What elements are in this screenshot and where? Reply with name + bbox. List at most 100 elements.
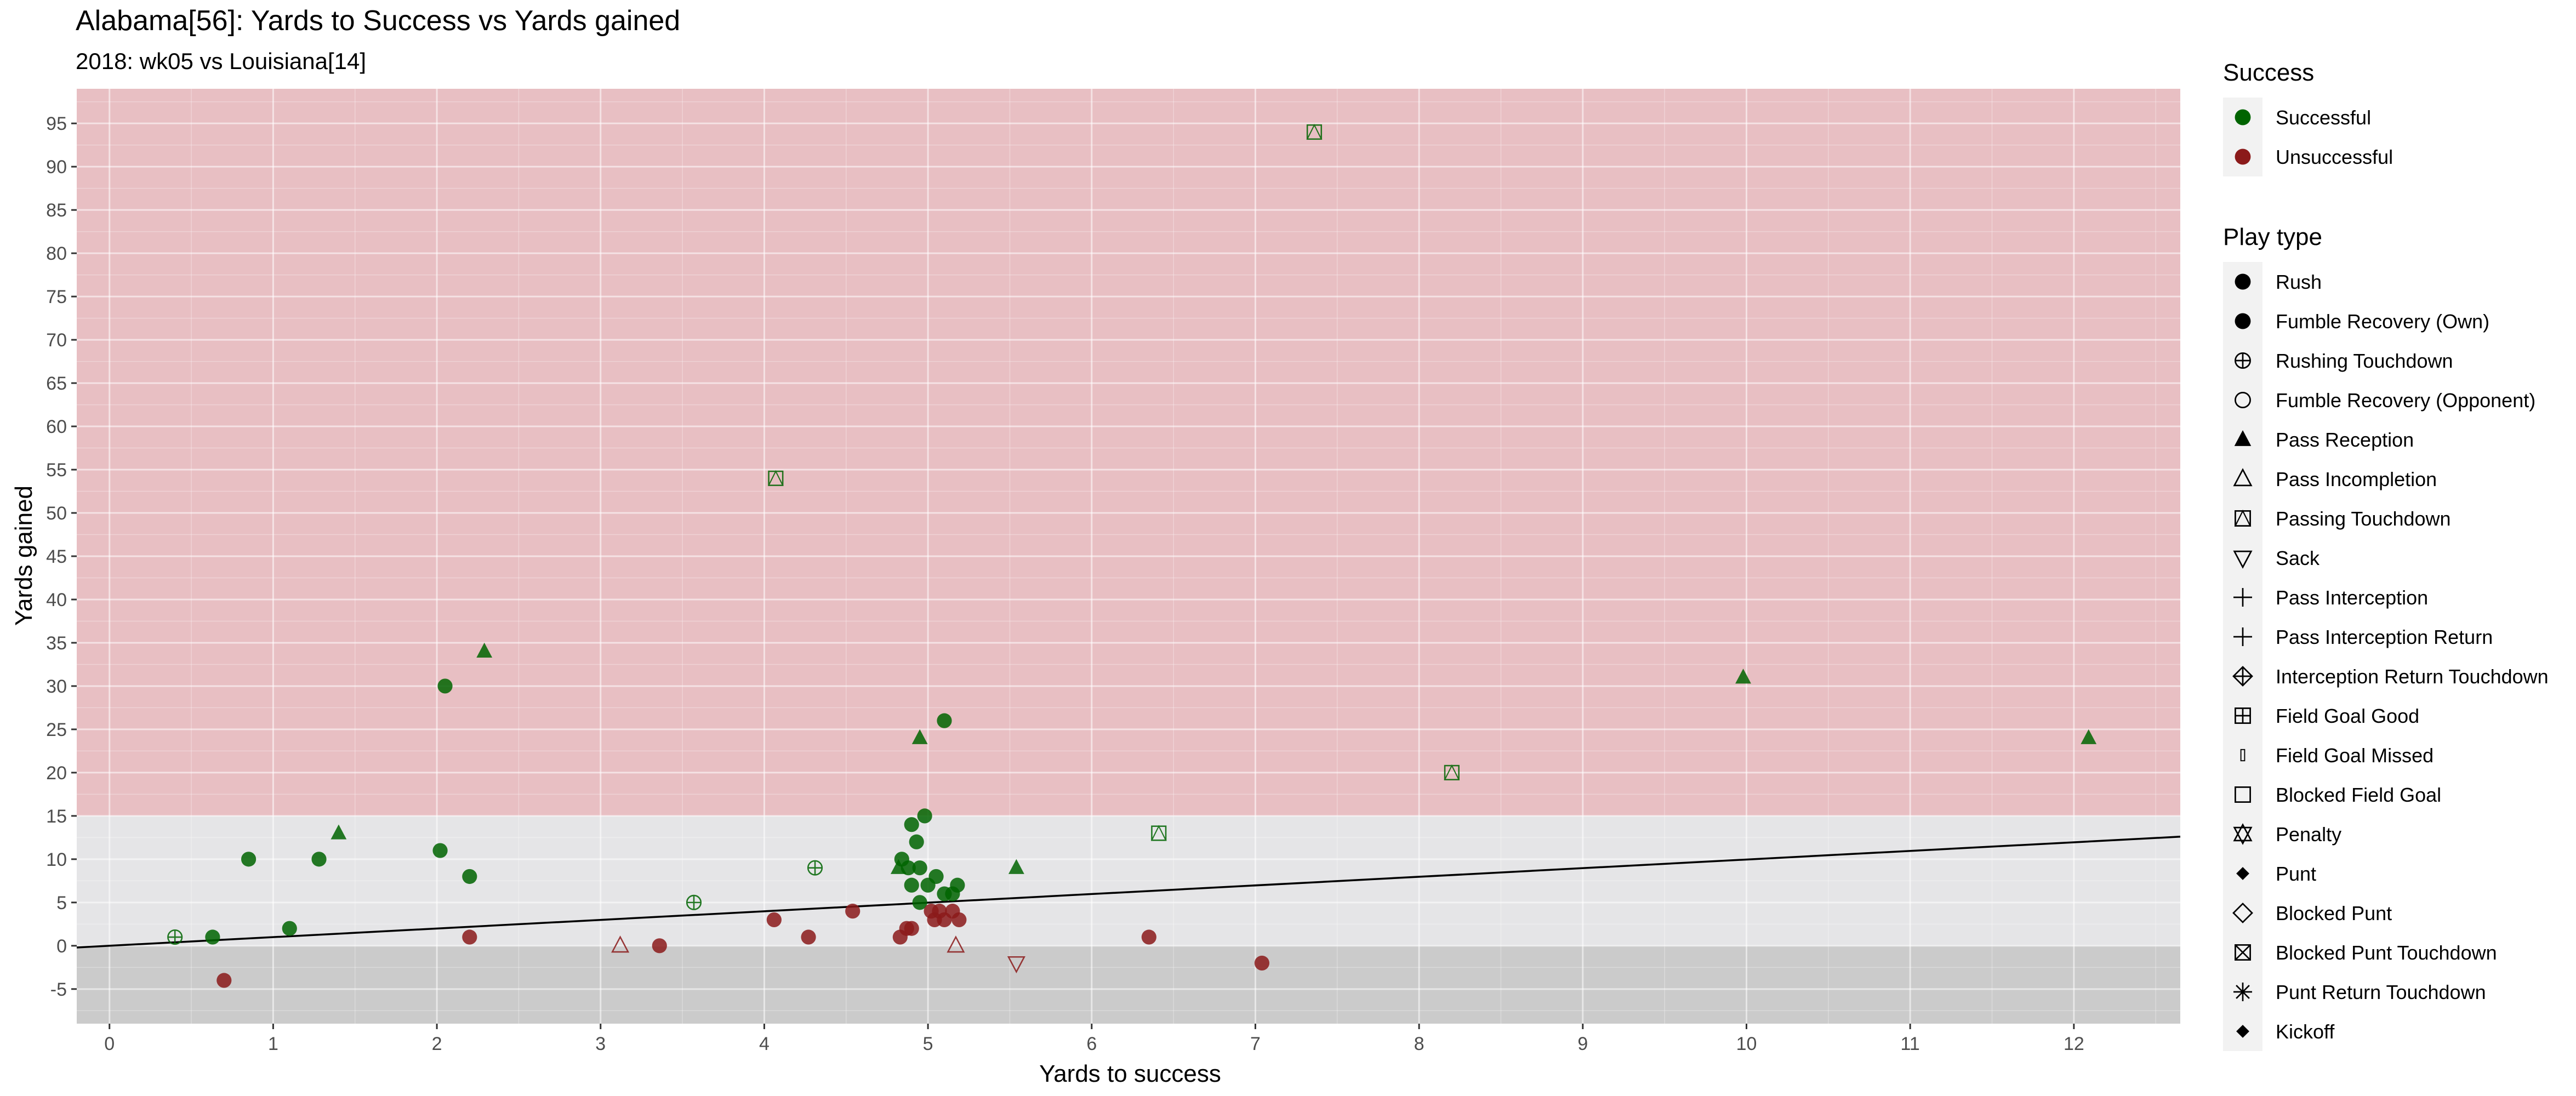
legend-label: Passing Touchdown bbox=[2276, 507, 2451, 530]
point-rush bbox=[912, 860, 927, 876]
legend-glyph bbox=[2233, 550, 2253, 569]
point-rush bbox=[462, 929, 477, 945]
point-rush bbox=[845, 904, 860, 919]
legend-symbol bbox=[2235, 944, 2251, 961]
legend-label: Penalty bbox=[2276, 823, 2342, 846]
legend-glyph bbox=[2235, 944, 2251, 961]
legend-symbol bbox=[2234, 509, 2252, 527]
legend-key bbox=[2223, 538, 2262, 578]
legend-glyph bbox=[2235, 707, 2251, 724]
x-tick-label: 12 bbox=[2064, 1034, 2084, 1054]
x-tick-label: 3 bbox=[595, 1034, 606, 1054]
point-pass-reception bbox=[2081, 729, 2097, 744]
legend-key bbox=[2223, 735, 2262, 775]
point-rush bbox=[205, 929, 220, 945]
x-axis-label: Yards to success bbox=[1039, 1060, 1221, 1087]
legend-glyph bbox=[2235, 149, 2251, 165]
point-rush bbox=[652, 938, 667, 954]
point-rushing-touchdown bbox=[686, 894, 702, 910]
legend-item-playtype: Rushing Touchdown bbox=[2223, 341, 2574, 380]
point-rush bbox=[951, 912, 967, 928]
point-rush bbox=[901, 860, 916, 876]
legend-item-playtype: Pass Reception bbox=[2223, 420, 2574, 459]
x-tick-label: 11 bbox=[1901, 1034, 1920, 1054]
point-rush bbox=[904, 921, 919, 936]
point-pass-reception bbox=[911, 729, 928, 744]
legend-key bbox=[2223, 137, 2262, 176]
legend-item-playtype: Interception Return Touchdown bbox=[2223, 657, 2574, 696]
y-tick-label: 10 bbox=[46, 849, 67, 870]
band-0 bbox=[77, 89, 2180, 816]
x-tick-label: 8 bbox=[1414, 1034, 1424, 1054]
legend-key bbox=[2223, 262, 2262, 301]
legend-key bbox=[2223, 459, 2262, 499]
y-tick-label: 60 bbox=[46, 416, 67, 437]
legend-label: Field Goal Good bbox=[2276, 705, 2420, 727]
y-tick-label: 25 bbox=[46, 720, 67, 740]
legend-label: Rush bbox=[2276, 271, 2322, 293]
legend: Success Successful Unsuccessful Play type… bbox=[2192, 0, 2576, 1096]
point-rush bbox=[904, 877, 919, 893]
legend-item-playtype: Punt Return Touchdown bbox=[2223, 972, 2574, 1012]
point-pass-reception bbox=[330, 824, 347, 840]
legend-label: Punt bbox=[2276, 863, 2317, 885]
legend-label: Punt Return Touchdown bbox=[2276, 981, 2486, 1003]
legend-symbol bbox=[2235, 149, 2251, 165]
legend-symbol bbox=[2235, 109, 2251, 125]
y-tick-label: 20 bbox=[46, 763, 67, 784]
legend-symbol bbox=[2235, 707, 2251, 724]
chart-subtitle: 2018: wk05 vs Louisiana[14] bbox=[76, 48, 367, 74]
legend-label: Pass Interception Return bbox=[2276, 626, 2493, 648]
point-pass-incompletion bbox=[611, 935, 630, 953]
legend-glyph bbox=[2240, 749, 2246, 762]
legend-label: Pass Incompletion bbox=[2276, 468, 2437, 490]
y-tick-label: 5 bbox=[56, 893, 67, 914]
y-tick-label: 80 bbox=[46, 243, 67, 264]
point-rush bbox=[432, 843, 448, 858]
point-passing-touchdown bbox=[1444, 764, 1460, 780]
legend-glyph bbox=[2235, 352, 2251, 369]
legend-item-success: Successful bbox=[2223, 98, 2574, 137]
point-pass-reception bbox=[1008, 859, 1024, 874]
legend-symbol bbox=[2234, 430, 2252, 446]
band-1 bbox=[77, 815, 2180, 946]
y-tick-label: 35 bbox=[46, 633, 67, 654]
point-pass-reception bbox=[476, 642, 493, 658]
legend-key bbox=[2223, 578, 2262, 617]
legend-glyph bbox=[2232, 666, 2253, 687]
point-rush bbox=[241, 852, 257, 867]
legend-playtype-title: Play type bbox=[2223, 224, 2322, 250]
legend-glyph bbox=[2233, 588, 2252, 607]
y-tick-label: 75 bbox=[46, 287, 67, 307]
x-tick-label: 0 bbox=[104, 1034, 115, 1054]
point-sack bbox=[1007, 956, 1025, 974]
legend-key bbox=[2223, 657, 2262, 696]
legend-key bbox=[2223, 499, 2262, 538]
legend-key bbox=[2223, 696, 2262, 735]
legend-key bbox=[2223, 1012, 2262, 1051]
legend-glyph bbox=[2235, 109, 2251, 125]
legend-symbol bbox=[2233, 468, 2253, 487]
legend-symbol bbox=[2232, 903, 2253, 923]
legend-glyph bbox=[2235, 313, 2251, 329]
legend-key bbox=[2223, 933, 2262, 972]
y-tick-label: 30 bbox=[46, 676, 67, 697]
legend-key bbox=[2223, 420, 2262, 459]
y-tick-label: 90 bbox=[46, 157, 67, 178]
y-tick-label: 95 bbox=[46, 113, 67, 134]
x-tick-label: 9 bbox=[1577, 1034, 1588, 1054]
legend-item-playtype: Rush bbox=[2223, 262, 2574, 301]
legend-label: Successful bbox=[2276, 106, 2372, 129]
point-rush bbox=[766, 912, 782, 928]
legend-label: Rushing Touchdown bbox=[2276, 350, 2453, 372]
legend-item-playtype: Penalty bbox=[2223, 814, 2574, 854]
legend-glyph bbox=[2233, 627, 2252, 646]
legend-label: Pass Reception bbox=[2276, 429, 2414, 451]
legend-item-playtype: Blocked Punt Touchdown bbox=[2223, 933, 2574, 972]
legend-item-playtype: Blocked Field Goal bbox=[2223, 775, 2574, 814]
legend-label: Interception Return Touchdown bbox=[2276, 665, 2549, 688]
legend-key bbox=[2223, 893, 2262, 933]
x-tick-label: 6 bbox=[1086, 1034, 1097, 1054]
point-rush bbox=[904, 817, 919, 832]
legend-item-playtype: Field Goal Missed bbox=[2223, 735, 2574, 775]
